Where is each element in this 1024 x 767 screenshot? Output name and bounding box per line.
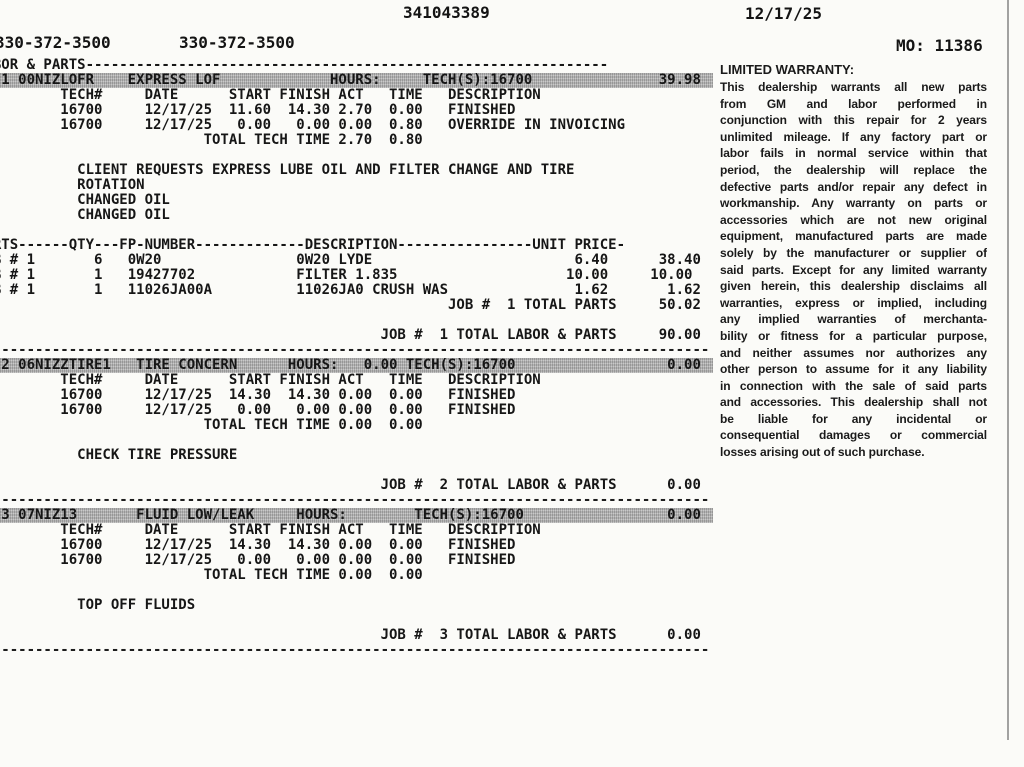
warranty-title: LIMITED WARRANTY: — [720, 62, 855, 77]
phone-number-right: 330-372-3500 — [179, 33, 295, 52]
doc-line: CLIENT REQUESTS EXPRESS LUBE OIL AND FIL… — [0, 162, 575, 178]
scan-artifact-line — [1007, 0, 1009, 740]
doc-line: JOB # 1 TOTAL PARTS 50.02 — [0, 297, 701, 313]
job-header-line: 3 07NIZ13 FLUID LOW/LEAK HOURS: TECH(S):… — [0, 508, 1024, 523]
doc-line: CHECK TIRE PRESSURE — [0, 447, 238, 463]
doc-line — [0, 613, 1024, 628]
doc-line: ROTATION — [77, 177, 145, 193]
doc-line — [0, 433, 1024, 448]
warranty-line: be liable for any incidental or — [720, 411, 987, 426]
warranty-line: conjunction with this repair for 2 years — [720, 113, 987, 128]
warranty-line: and accessories. This dealership shall n… — [720, 395, 987, 410]
doc-line: JOB # 1 1 19427702 FILTER 1.835 10.00 10… — [0, 267, 693, 283]
doc-line: 16700 12/17/25 0.00 0.00 0.00 0.80 OVERR… — [0, 117, 626, 133]
doc-line — [0, 583, 1024, 598]
doc-line: TOTAL TECH TIME 2.70 0.80 — [0, 132, 423, 148]
doc-line: JOB # 1 6 0W20 0W20 LYDE 6.40 38.40 — [0, 252, 701, 268]
warranty-line: losses arising out of such purchase. — [720, 445, 925, 460]
warranty-line: unlimited mileage. If any factory part o… — [720, 129, 987, 144]
doc-line — [0, 313, 1024, 328]
doc-line: 16700 12/17/25 14.30 14.30 0.00 0.00 FIN… — [0, 387, 516, 403]
doc-line: TECH# DATE START FINISH ACT TIME DESCRIP… — [0, 87, 541, 103]
doc-line: 16700 12/17/25 14.30 14.30 0.00 0.00 FIN… — [0, 537, 516, 553]
warranty-line: warranties, express or implied, includin… — [720, 295, 987, 310]
warranty-line: This dealership warrants all new parts — [720, 80, 987, 94]
doc-line: ----------------------------------------… — [0, 492, 710, 508]
warranty-line: given herein, this dealership disclaims … — [720, 279, 987, 294]
doc-line: TECH# DATE START FINISH ACT TIME DESCRIP… — [0, 522, 541, 538]
doc-line: JOB # 3 TOTAL LABOR & PARTS 0.00 — [0, 627, 701, 643]
doc-line: CHANGED OIL — [77, 192, 170, 208]
warranty-line: solely by the manufacturer or supplier o… — [720, 245, 987, 260]
warranty-line: consequential damages or commercial — [720, 428, 987, 443]
warranty-line: other person to assume for it any liabil… — [720, 362, 987, 377]
warranty-line: bility or fitness for a particular purpo… — [720, 328, 987, 343]
doc-line: PARTS------QTY---FP-NUMBER-------------D… — [0, 237, 626, 253]
job-header-line: 2 06NIZZTIRE1 TIRE CONCERN HOURS: 0.00 T… — [0, 358, 1024, 373]
doc-line: TOTAL TECH TIME 0.00 0.00 — [0, 567, 423, 583]
doc-line: 16700 12/17/25 0.00 0.00 0.00 0.00 FINIS… — [0, 552, 516, 568]
warranty-line: from GM and labor performed in — [720, 96, 987, 111]
doc-line — [0, 148, 1024, 163]
warranty-text: This dealership warrants all new parts fr… — [720, 79, 987, 461]
phone-number-left: 330-372-3500 — [0, 33, 111, 52]
doc-line: TECH# DATE START FINISH ACT TIME DESCRIP… — [0, 372, 541, 388]
warranty-line: labor fails in normal service within tha… — [720, 146, 987, 161]
doc-line: CHANGED OIL — [77, 207, 170, 223]
warranty-line: defective parts and/or repair any defect… — [720, 179, 987, 194]
doc-line: ----------------------------------------… — [0, 342, 710, 358]
document-body: LABOR & PARTS---------------------------… — [0, 58, 1024, 658]
doc-line: 16700 12/17/25 11.60 14.30 2.70 0.00 FIN… — [0, 102, 516, 118]
warranty-line: said parts. Except for any limited warra… — [720, 262, 987, 277]
warranty-line: equipment, manufactured parts are made — [720, 229, 987, 244]
warranty-line: workmanship. Any warranty on parts or — [720, 196, 987, 211]
doc-line: JOB # 2 TOTAL LABOR & PARTS 0.00 — [0, 477, 701, 493]
invoice-number: 341043389 — [403, 3, 490, 22]
job-header-line: 1 00NIZLOFR EXPRESS LOF HOURS: TECH(S):1… — [0, 73, 1024, 88]
doc-line: TOTAL TECH TIME 0.00 0.00 — [0, 417, 423, 433]
doc-line — [0, 463, 1024, 478]
warranty-line: in connection with the sale of said part… — [720, 378, 987, 393]
doc-line — [0, 223, 1024, 238]
warranty-line: period, the dealership will replace the — [720, 162, 987, 177]
warranty-panel: LIMITED WARRANTY: This dealership warran… — [720, 62, 987, 461]
doc-line: 16700 12/17/25 0.00 0.00 0.00 0.00 FINIS… — [0, 402, 516, 418]
warranty-line: accessories which are not new original — [720, 212, 987, 227]
warranty-line: and neither assumes nor authorizes any — [720, 345, 987, 360]
mo-number: MO: 11386 — [896, 36, 983, 55]
doc-line: JOB # 1 TOTAL LABOR & PARTS 90.00 — [0, 327, 701, 343]
doc-line: JOB # 1 1 11026JA00A 11026JA0 CRUSH WAS … — [0, 282, 701, 298]
doc-line: ----------------------------------------… — [0, 642, 710, 658]
doc-line: LABOR & PARTS---------------------------… — [0, 57, 609, 73]
doc-line: TOP OFF FLUIDS — [77, 597, 196, 613]
service-date: 12/17/25 — [745, 4, 823, 23]
warranty-line: any implied warranties of merchanta- — [720, 312, 987, 327]
